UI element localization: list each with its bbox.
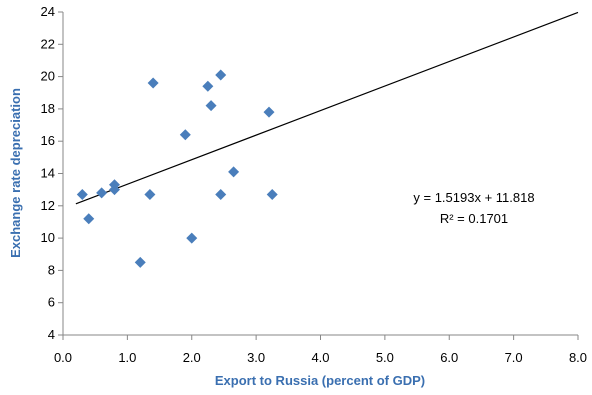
y-tick-label: 6	[48, 295, 55, 310]
data-point	[263, 106, 275, 118]
y-tick-label: 14	[41, 166, 55, 181]
data-point	[76, 188, 88, 200]
data-point	[147, 77, 159, 89]
x-tick-label: 0.0	[54, 350, 72, 365]
data-point	[134, 256, 146, 268]
x-tick-label: 4.0	[311, 350, 329, 365]
data-points	[76, 69, 278, 268]
data-point	[205, 100, 217, 112]
x-axis-ticks: 0.0 1.0 2.0 3.0 4.0 5.0 6.0 7.0 8.0	[54, 335, 587, 365]
y-tick-label: 16	[41, 133, 55, 148]
y-tick-label: 20	[41, 69, 55, 84]
data-point	[96, 187, 108, 199]
data-point	[186, 232, 198, 244]
trendline-layer	[75, 11, 579, 205]
data-point	[179, 129, 191, 141]
x-axis-title: Export to Russia (percent of GDP)	[215, 373, 425, 388]
trendline	[75, 11, 579, 205]
y-tick-label: 10	[41, 230, 55, 245]
x-tick-label: 3.0	[247, 350, 265, 365]
data-point	[144, 188, 156, 200]
x-tick-label: 2.0	[183, 350, 201, 365]
y-tick-label: 24	[41, 4, 55, 19]
x-tick-label: 8.0	[569, 350, 587, 365]
y-axis-title: Exchange rate depreciation	[8, 88, 23, 258]
trendline-equation: y = 1.5193x + 11.818	[413, 190, 534, 205]
data-point	[266, 188, 278, 200]
data-point	[228, 166, 240, 178]
y-tick-label: 8	[48, 262, 55, 277]
y-axis-ticks: 4 6 8 10 12 14 16 18 20 22 24	[41, 4, 63, 342]
plot-area	[62, 12, 578, 336]
r-squared-label: R² = 0.1701	[440, 211, 508, 226]
data-point	[215, 69, 227, 81]
y-tick-label: 4	[48, 327, 55, 342]
x-tick-label: 7.0	[505, 350, 523, 365]
y-tick-label: 22	[41, 36, 55, 51]
x-tick-label: 5.0	[376, 350, 394, 365]
data-point	[83, 213, 95, 225]
y-tick-label: 18	[41, 101, 55, 116]
data-point	[109, 184, 120, 196]
data-point	[215, 188, 227, 200]
y-tick-label: 12	[41, 198, 55, 213]
x-tick-label: 1.0	[118, 350, 136, 365]
x-tick-label: 6.0	[440, 350, 458, 365]
data-point	[202, 80, 214, 92]
